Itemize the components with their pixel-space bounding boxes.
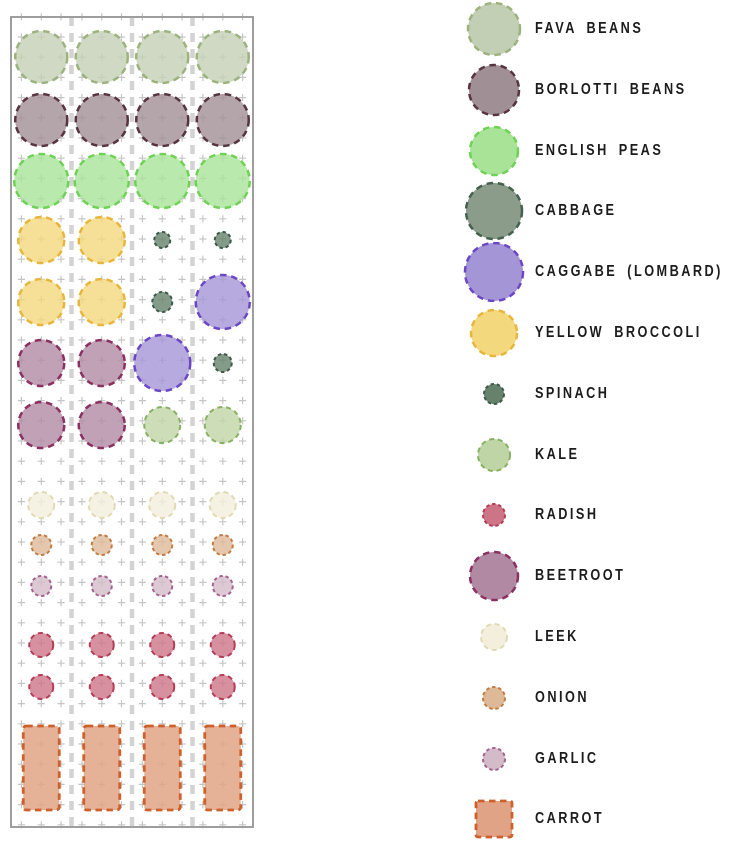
plant-spinach: [213, 231, 232, 249]
plant-radish: [209, 632, 236, 658]
legend-label: GARLIC: [535, 750, 599, 767]
legend-label: CABBAGE: [535, 202, 617, 219]
plant-radish: [88, 674, 115, 700]
plant-borlotti_beans: [195, 92, 250, 148]
plant-english_peas: [13, 152, 70, 210]
plant-leek: [208, 491, 237, 519]
legend-item-leek: LEEK: [460, 607, 730, 667]
plant-radish: [28, 632, 55, 658]
plant-fava_beans: [74, 29, 129, 85]
plant-beetroot: [17, 400, 66, 450]
plant-leek: [27, 491, 56, 519]
legend-item-english_peas: ENGLISH PEAS: [460, 121, 730, 181]
plant-spinach: [153, 231, 172, 249]
plant-garlic: [211, 575, 234, 597]
plant-beetroot: [77, 400, 126, 450]
plant-bed-carrot: [142, 724, 182, 812]
legend-swatch-kale-icon: [477, 438, 511, 472]
legend: FAVA BEANS BORLOTTI BEANS ENGLISH PEAS CABB…: [460, 0, 730, 841]
plant-fava_beans: [195, 29, 250, 85]
plant-kale: [203, 406, 242, 444]
plant-yellow_broccoli: [17, 215, 66, 265]
plant-fava_beans: [14, 29, 69, 85]
garden-plot: [10, 13, 254, 829]
legend-item-kale: KALE: [460, 425, 730, 485]
plant-radish: [209, 674, 236, 700]
plant-english_peas: [134, 152, 191, 210]
plant-yellow_broccoli: [77, 215, 126, 265]
legend-item-caggabe_lombard: CAGGABE (LOMBARD): [460, 242, 730, 302]
legend-swatch-beetroot-icon: [468, 550, 520, 602]
legend-label: RADISH: [535, 506, 599, 523]
legend-swatch-borlotti_beans-icon: [467, 63, 521, 117]
plant-garlic: [90, 575, 113, 597]
legend-label: CAGGABE (LOMBARD): [535, 263, 723, 280]
plant-caggabe_lombard: [133, 333, 192, 393]
legend-item-onion: ONION: [460, 668, 730, 728]
plant-beetroot: [17, 338, 66, 388]
plant-onion: [30, 534, 53, 556]
plant-garlic: [151, 575, 174, 597]
legend-swatch-radish-icon: [482, 503, 506, 527]
legend-item-garlic: GARLIC: [460, 729, 730, 789]
plot-border: [10, 16, 254, 828]
legend-label: YELLOW BROCCOLI: [535, 324, 702, 341]
legend-swatch-cabbage-icon: [464, 181, 524, 241]
legend-swatch-fava_beans-icon: [466, 1, 522, 57]
legend-label: CARROT: [535, 810, 605, 827]
legend-label: LEEK: [535, 628, 579, 645]
legend-label: FAVA BEANS: [535, 20, 644, 37]
plant-radish: [149, 632, 176, 658]
plant-borlotti_beans: [14, 92, 69, 148]
plant-borlotti_beans: [135, 92, 190, 148]
legend-item-borlotti_beans: BORLOTTI BEANS: [460, 60, 730, 120]
legend-label: ENGLISH PEAS: [535, 142, 664, 159]
legend-item-radish: RADISH: [460, 485, 730, 545]
plant-radish: [28, 674, 55, 700]
plant-bed-carrot: [21, 724, 61, 812]
plant-radish: [88, 632, 115, 658]
legend-label: BEETROOT: [535, 567, 626, 584]
legend-label: BORLOTTI BEANS: [535, 81, 687, 98]
legend-item-fava_beans: FAVA BEANS: [460, 0, 730, 59]
legend-swatch-spinach-icon: [483, 383, 505, 405]
plant-english_peas: [73, 152, 130, 210]
plant-onion: [211, 534, 234, 556]
legend-swatch-english_peas-icon: [468, 125, 520, 177]
legend-label: KALE: [535, 446, 580, 463]
plant-onion: [90, 534, 113, 556]
plant-kale: [143, 406, 182, 444]
legend-swatch-garlic-icon: [482, 747, 506, 771]
legend-item-cabbage: CABBAGE: [460, 181, 730, 241]
plant-garlic: [30, 575, 53, 597]
legend-item-beetroot: BEETROOT: [460, 546, 730, 606]
legend-swatch-caggabe_lombard-icon: [463, 242, 525, 302]
plant-radish: [149, 674, 176, 700]
legend-item-spinach: SPINACH: [460, 364, 730, 424]
plant-yellow_broccoli: [17, 277, 66, 327]
plant-onion: [151, 534, 174, 556]
plant-fava_beans: [135, 29, 190, 85]
plant-spinach: [212, 353, 233, 373]
plant-leek: [148, 491, 177, 519]
legend-item-yellow_broccoli: YELLOW BROCCOLI: [460, 303, 730, 363]
legend-swatch-carrot-icon: [474, 799, 514, 839]
plant-spinach: [151, 291, 174, 313]
plant-borlotti_beans: [74, 92, 129, 148]
legend-label: ONION: [535, 689, 589, 706]
plant-bed-carrot: [203, 724, 243, 812]
plant-yellow_broccoli: [77, 277, 126, 327]
plant-leek: [87, 491, 116, 519]
plant-caggabe_lombard: [194, 273, 251, 331]
plant-beetroot: [77, 338, 126, 388]
legend-item-carrot: CARROT: [460, 789, 730, 841]
legend-swatch-onion-icon: [482, 686, 506, 710]
plant-english_peas: [194, 152, 251, 210]
legend-swatch-leek-icon: [480, 623, 508, 651]
legend-label: SPINACH: [535, 385, 610, 402]
legend-swatch-yellow_broccoli-icon: [469, 308, 519, 358]
plant-bed-carrot: [82, 724, 122, 812]
